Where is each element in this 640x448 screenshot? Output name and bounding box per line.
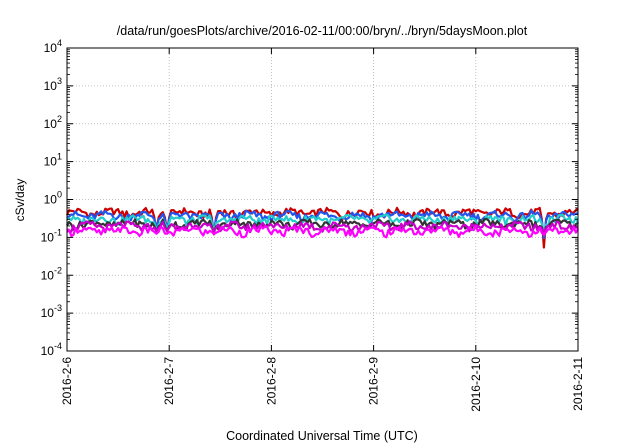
series-layer [65,206,580,249]
y-tick-label: 102 [44,114,62,131]
y-tick-label: 10-1 [41,227,62,244]
chart-title: /data/run/goesPlots/archive/2016-02-11/0… [117,24,528,38]
x-tick-label: 2016-2-11 [571,357,585,411]
x-tick-label: 2016-2-8 [264,357,278,405]
y-tick-label: 101 [44,152,62,169]
y-tick-label: 10-2 [41,265,62,282]
series-line-2 [66,209,579,240]
series-line-6 [66,224,579,239]
y-tick-label: 10-3 [41,303,62,320]
y-axis-label: cSv/day [13,179,27,222]
x-axis: 2016-2-6 2016-2-7 2016-2-8 2016-2-9 2016-2-1… [60,48,585,412]
y-tick-label: 100 [44,190,62,207]
y-axis: 10-4 10-3 10-2 10-1 100 101 102 103 104 [41,38,578,358]
grid-lines [67,48,578,351]
series-line-4 [66,217,579,236]
x-axis-label: Coordinated Universal Time (UTC) [226,429,418,443]
y-tick-label: 10-4 [41,341,62,358]
x-tick-label: 2016-2-6 [60,357,74,405]
x-tick-label: 2016-2-10 [469,357,483,412]
y-tick-label: 104 [44,38,62,55]
x-tick-label: 2016-2-7 [162,357,176,405]
y-tick-label: 103 [44,76,62,93]
x-tick-label: 2016-2-9 [367,357,381,405]
